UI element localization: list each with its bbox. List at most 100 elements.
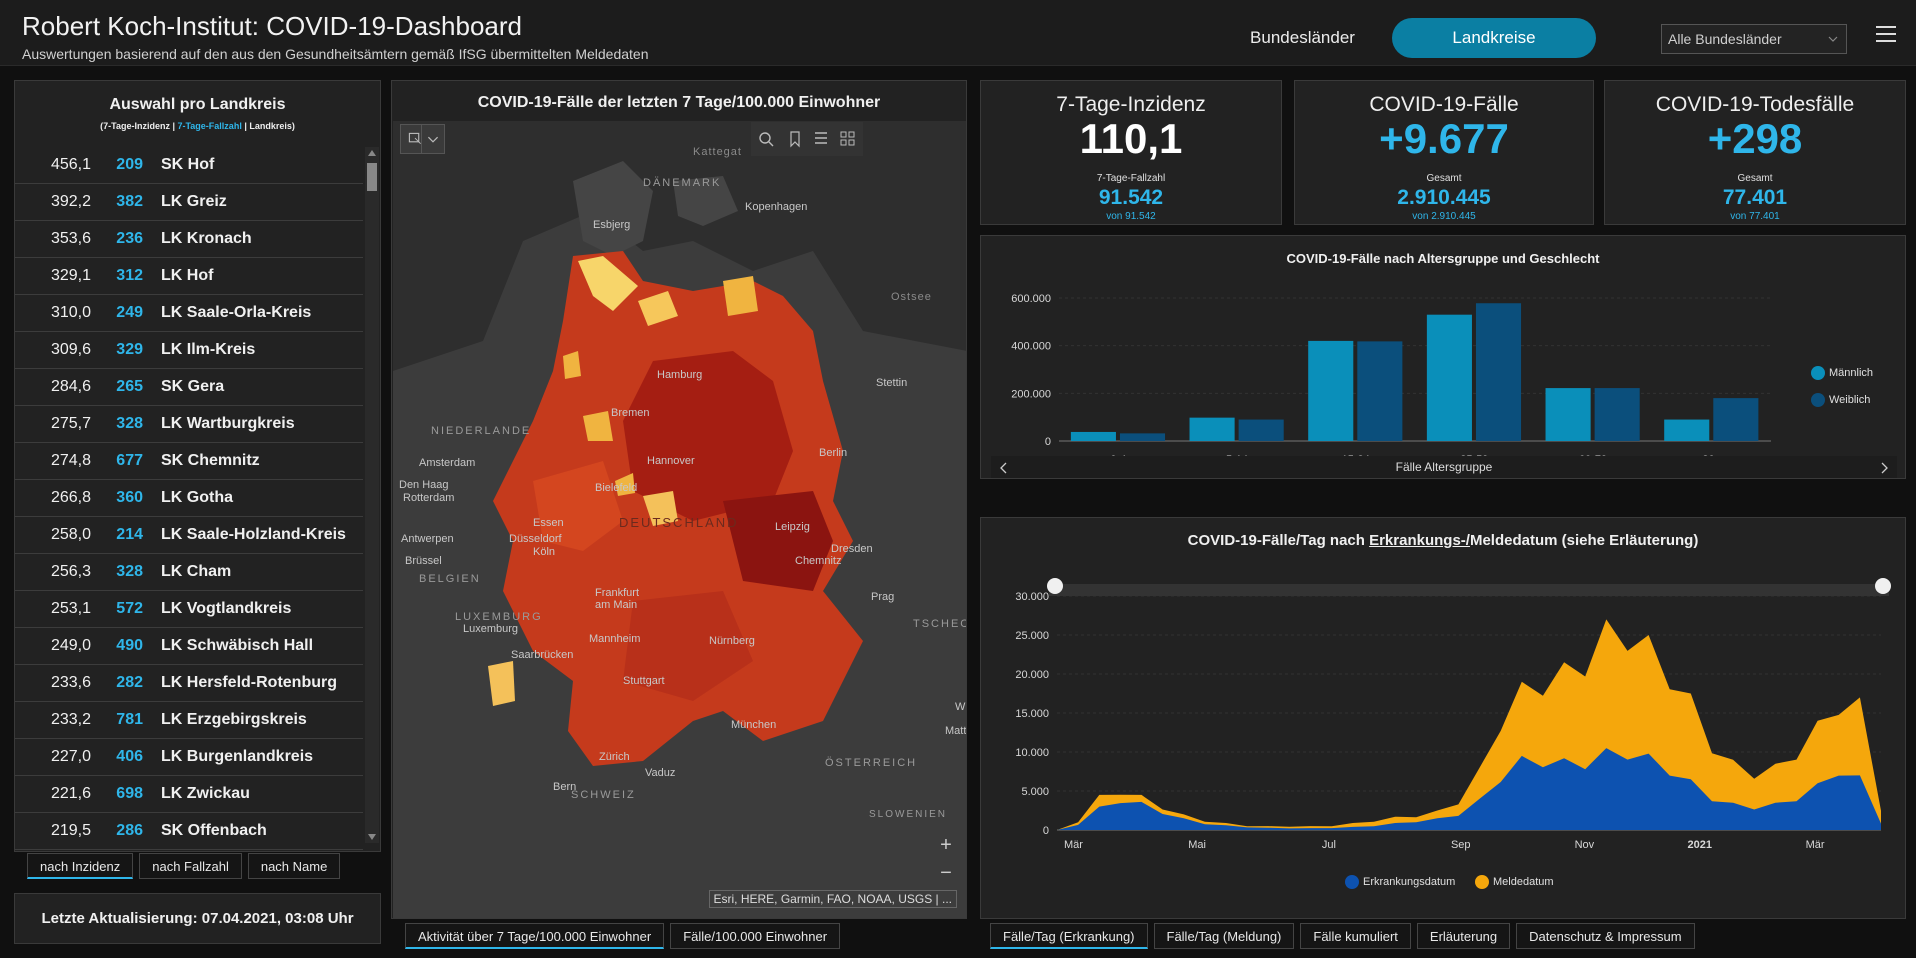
landkreis-name: LK Saale-Orla-Kreis <box>161 304 312 321</box>
map-label: W <box>955 701 966 713</box>
region-select[interactable]: Alle Bundesländer <box>1661 24 1847 54</box>
legend-erkrankungsdatum: Erkrankungsdatum <box>1345 875 1455 889</box>
tab-faelle-erkrankung[interactable]: Fälle/Tag (Erkrankung) <box>990 923 1148 949</box>
bar-männlich[interactable] <box>1426 314 1472 441</box>
map-label: Saarbrücken <box>511 649 574 661</box>
list-item[interactable]: 274,8 677 SK Chemnitz <box>15 443 363 480</box>
landkreis-name: SK Hof <box>161 156 215 173</box>
list-item[interactable]: 249,0 490 LK Schwäbisch Hall <box>15 628 363 665</box>
list-item[interactable]: 309,6 329 LK Ilm-Kreis <box>15 332 363 369</box>
x-tick-label: Nov <box>1575 839 1595 851</box>
bar-weiblich[interactable] <box>1713 398 1759 441</box>
list-item[interactable]: 221,6 698 LK Zwickau <box>15 776 363 813</box>
bar-weiblich[interactable] <box>1594 388 1640 441</box>
map-label: Dresden <box>831 543 873 555</box>
germany-choropleth-map[interactable] <box>393 121 967 918</box>
tab-faelle-pro-einwohner[interactable]: Fälle/100.000 Einwohner <box>670 923 841 949</box>
map-select-dropdown[interactable] <box>421 124 445 154</box>
list-item[interactable]: 266,8 360 LK Gotha <box>15 480 363 517</box>
bar-männlich[interactable] <box>1308 340 1354 441</box>
tab-erlaeuterung[interactable]: Erläuterung <box>1416 923 1511 949</box>
y-tick-label: 5.000 <box>1021 786 1049 798</box>
kpi-value: 110,1 <box>1079 115 1183 162</box>
kpi-sub-label: Gesamt <box>1426 173 1462 184</box>
tab-nach-inzidenz[interactable]: nach Inzidenz <box>27 853 134 879</box>
chevron-left-icon[interactable] <box>999 462 1007 474</box>
last-update-value: 07.04.2021, 03:08 Uhr <box>197 910 354 927</box>
bar-männlich[interactable] <box>1545 388 1591 441</box>
map-label: Esbjerg <box>593 219 631 231</box>
tab-nach-name[interactable]: nach Name <box>247 853 341 879</box>
bar-männlich[interactable] <box>1189 417 1235 441</box>
fallzahl-value: 286 <box>116 822 143 839</box>
low-incidence-northwest <box>563 351 581 379</box>
list-item[interactable]: 233,6 282 LK Hersfeld-Rotenburg <box>15 665 363 702</box>
y-tick-label: 400.000 <box>1011 341 1051 353</box>
x-tick-label: Jul <box>1322 839 1336 851</box>
map-label: Ostsee <box>891 291 932 303</box>
fallzahl-value: 490 <box>116 637 143 654</box>
range-slider-handle-left[interactable] <box>1047 578 1063 594</box>
list-scrollbar[interactable] <box>365 147 379 843</box>
daily-title-link[interactable]: Erkrankungs-/ <box>1369 532 1470 549</box>
map-label: Hamburg <box>657 369 703 381</box>
list-item[interactable]: 258,0 214 LK Saale-Holzland-Kreis <box>15 517 363 554</box>
app-title: Robert Koch-Institut: COVID-19-Dashboard <box>22 11 522 41</box>
landkreis-name: LK Burgenlandkreis <box>161 748 314 765</box>
range-slider-handle-right[interactable] <box>1875 578 1891 594</box>
tab-datenschutz[interactable]: Datenschutz & Impressum <box>1516 923 1695 949</box>
list-item[interactable]: 310,0 249 LK Saale-Orla-Kreis <box>15 295 363 332</box>
bar-weiblich[interactable] <box>1475 303 1522 441</box>
tab-faelle-meldung[interactable]: Fälle/Tag (Meldung) <box>1153 923 1295 949</box>
map-label: ÖSTERREICH <box>825 757 918 769</box>
list-item[interactable]: 329,1 312 LK Hof <box>15 258 363 295</box>
scroll-up-icon[interactable] <box>368 150 376 156</box>
area-erkrankungsdatum[interactable] <box>1057 748 1881 830</box>
map-attribution[interactable]: Esri, HERE, Garmin, FAO, NOAA, USGS | ..… <box>708 890 957 908</box>
fallzahl-value: 698 <box>116 785 143 802</box>
hamburger-menu-icon[interactable] <box>1876 26 1896 44</box>
map-label: München <box>731 719 777 731</box>
area-meldedatum[interactable] <box>1057 619 1881 830</box>
inzidenz-value: 284,6 <box>50 378 91 395</box>
bar-weiblich[interactable] <box>1238 419 1284 441</box>
nav-landkreise-button[interactable]: Landkreise <box>1392 18 1596 58</box>
list-item[interactable]: 256,3 328 LK Cham <box>15 554 363 591</box>
bar-männlich[interactable] <box>1070 431 1116 441</box>
fallzahl-value: 282 <box>116 674 143 691</box>
list-item[interactable]: 227,0 406 LK Burgenlandkreis <box>15 739 363 776</box>
bar-männlich[interactable] <box>1664 419 1710 441</box>
list-item[interactable]: 284,6 265 SK Gera <box>15 369 363 406</box>
list-item[interactable]: 275,7 328 LK Wartburgkreis <box>15 406 363 443</box>
map-toolbar-icons <box>759 131 855 148</box>
legend-label: Weiblich <box>1829 393 1871 406</box>
zoom-in-button[interactable]: + <box>940 834 952 856</box>
tab-nach-fallzahl[interactable]: nach Fallzahl <box>139 853 242 879</box>
range-slider-track[interactable] <box>1049 584 1889 596</box>
kpi-small: von 2.910.445 <box>1412 211 1476 222</box>
bar-weiblich[interactable] <box>1119 433 1166 441</box>
kpi-sub-label: Gesamt <box>1737 173 1773 184</box>
inzidenz-value: 219,5 <box>50 822 91 839</box>
scroll-thumb[interactable] <box>367 163 377 191</box>
inzidenz-value: 258,0 <box>50 526 91 543</box>
map-canvas[interactable]: + − Kattegat DÄNEMARK Kopenhagen Esbjerg… <box>393 121 967 918</box>
chevron-right-icon[interactable] <box>1881 462 1889 474</box>
map-label: Rotterdam <box>403 492 455 504</box>
landkreis-name: LK Cham <box>161 563 232 580</box>
list-item[interactable]: 233,2 781 LK Erzgebirgskreis <box>15 702 363 739</box>
list-item[interactable]: 456,1 209 SK Hof <box>15 147 363 184</box>
list-item[interactable]: 392,2 382 LK Greiz <box>15 184 363 221</box>
list-item[interactable]: 253,1 572 LK Vogtlandkreis <box>15 591 363 628</box>
fallzahl-value: 781 <box>116 711 143 728</box>
bar-weiblich[interactable] <box>1357 341 1403 441</box>
scroll-down-icon[interactable] <box>368 834 376 840</box>
map-label: Mannheim <box>589 633 641 645</box>
tab-faelle-kumuliert[interactable]: Fälle kumuliert <box>1300 923 1411 949</box>
zoom-out-button[interactable]: − <box>940 862 952 884</box>
list-item[interactable]: 219,5 286 SK Offenbach <box>15 813 363 850</box>
nav-bundeslaender-button[interactable]: Bundesländer <box>1250 28 1355 47</box>
list-item[interactable]: 353,6 236 LK Kronach <box>15 221 363 258</box>
tab-aktivitaet[interactable]: Aktivität über 7 Tage/100.000 Einwohner <box>405 923 665 949</box>
map-label: Stuttgart <box>623 675 665 687</box>
